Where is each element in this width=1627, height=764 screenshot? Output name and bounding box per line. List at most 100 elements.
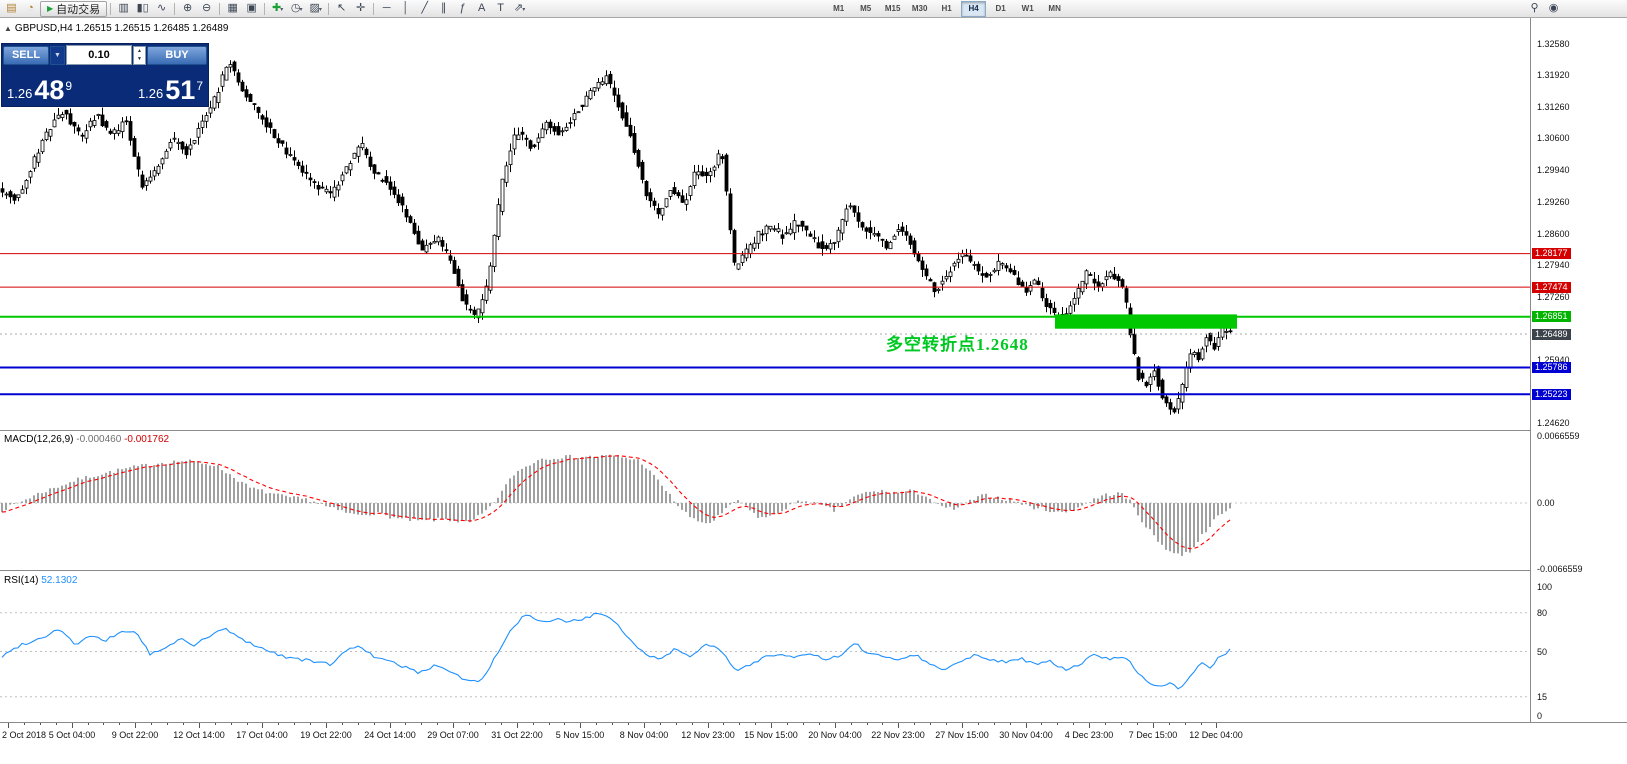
timeframe-h4[interactable]: H4 — [961, 0, 987, 17]
chevron-down-icon: ▼ — [54, 51, 61, 59]
time-minor-tick — [1105, 723, 1106, 725]
order-controls: SELL ▼ ▲ ▼ BUY — [2, 44, 208, 66]
autotrading-button[interactable]: ▶ 自动交易 — [40, 0, 108, 17]
time-minor-tick — [167, 723, 168, 725]
time-major-tick — [390, 723, 391, 728]
time-minor-tick — [310, 723, 311, 725]
periods-icon[interactable]: ◷▾ — [290, 2, 303, 14]
time-minor-tick — [151, 723, 152, 725]
zoom-out-icon[interactable]: ⊖ — [202, 2, 212, 14]
timeframe-m5[interactable]: M5 — [860, 3, 872, 13]
new-order-icon[interactable]: ▤ — [6, 2, 17, 14]
price-tick-label: 1.31260 — [1537, 102, 1570, 112]
price-chart[interactable] — [0, 18, 1530, 430]
price-level-tag: 1.26851 — [1532, 311, 1571, 322]
timeframe-w1[interactable]: W1 — [1021, 3, 1034, 13]
profiles-icon[interactable]: ◔ — [27, 2, 34, 14]
panel-divider[interactable] — [0, 570, 1627, 571]
rsi-title: RSI(14) — [4, 575, 39, 586]
time-major-tick — [835, 723, 836, 728]
macd-axis-label: 0.0066559 — [1537, 431, 1580, 441]
price-tick-label: 1.25940 — [1537, 355, 1570, 365]
tile-windows-icon[interactable]: ▦ — [227, 2, 238, 14]
templates-icon[interactable]: ▨▾ — [309, 2, 322, 14]
rsi-axis-label: 80 — [1537, 608, 1548, 618]
macd-axis-label: 0.00 — [1537, 498, 1555, 508]
candlestick-chart-icon[interactable]: ▮▯ — [136, 2, 149, 14]
equidistant-channel-icon[interactable]: ∥ — [440, 2, 447, 14]
time-minor-tick — [755, 723, 756, 725]
crosshair-icon[interactable]: ✛ — [356, 2, 366, 14]
trendline-icon[interactable]: ╱ — [421, 2, 428, 14]
price-level-tag: 1.25786 — [1532, 362, 1571, 373]
toolbar: ▤ ◔ ▶ 自动交易 ▥ ▮▯ ∿ ⊕ ⊖ ▦ ▣ ✚▾ ◷▾ ▨▾ ↖ ✛ ─ │ ╱ ∥ ƒ A T ⇗▾ M1 M5 M15 M… — [0, 0, 1627, 18]
text-icon[interactable]: A — [477, 2, 486, 14]
zoom-in-icon[interactable]: ⊕ — [183, 2, 193, 14]
search-icon[interactable]: ⚲ — [1530, 2, 1539, 14]
chart-annotation-text[interactable]: 多空转折点1.2648 — [886, 335, 1029, 354]
macd-signal-line — [1, 455, 1231, 550]
chart-window[interactable]: 1.32580 1.31920 1.31260 1.30600 1.29940 1.292… — [0, 18, 1627, 764]
time-tick-label: 20 Nov 04:00 — [808, 730, 862, 740]
macd-indicator-label: MACD(12,26,9) -0.000460 -0.001762 — [4, 434, 169, 445]
time-minor-tick — [485, 723, 486, 725]
order-type-dropdown[interactable]: ▼ — [50, 45, 65, 65]
bar-chart-icon[interactable]: ▥ — [118, 2, 129, 14]
volume-increase-button[interactable]: ▲ — [137, 47, 142, 54]
text-label-icon[interactable]: T — [497, 2, 505, 14]
timeframe-h1[interactable]: H1 — [941, 3, 952, 13]
volume-input[interactable] — [66, 45, 132, 65]
price-level-tag: 1.27474 — [1532, 282, 1571, 293]
volume-decrease-button[interactable]: ▼ — [137, 56, 142, 62]
time-major-tick — [771, 723, 772, 728]
timeframe-d1[interactable]: D1 — [995, 3, 1006, 13]
timeframe-m30[interactable]: M30 — [911, 3, 928, 13]
time-minor-tick — [739, 723, 740, 725]
fibonacci-icon[interactable]: ƒ — [459, 2, 466, 14]
support-zone-rectangle[interactable] — [1055, 314, 1237, 329]
time-minor-tick — [564, 723, 565, 725]
indicators-icon[interactable]: ✚▾ — [272, 2, 284, 14]
time-minor-tick — [40, 723, 41, 725]
time-minor-tick — [612, 723, 613, 725]
horizontal-lines[interactable] — [0, 253, 1530, 396]
horizontal-line-icon[interactable]: ─ — [382, 2, 391, 14]
cursor-icon[interactable]: ↖ — [337, 2, 347, 14]
volume-stepper: ▲ ▼ — [133, 45, 146, 65]
time-major-tick — [517, 723, 518, 728]
price-level-tag: 1.28177 — [1532, 248, 1571, 259]
time-axis[interactable]: 2 Oct 2018 5 Oct 04:00 9 Oct 22:00 12 Oct 1… — [0, 723, 1627, 764]
buy-button[interactable]: BUY — [147, 45, 207, 65]
panel-divider[interactable] — [0, 430, 1627, 431]
time-minor-tick — [978, 723, 979, 725]
cascade-windows-icon[interactable]: ▣ — [246, 2, 257, 14]
time-minor-tick — [1010, 723, 1011, 725]
time-minor-tick — [851, 723, 852, 725]
line-chart-icon[interactable]: ∿ — [157, 2, 167, 14]
time-minor-tick — [405, 723, 406, 725]
time-minor-tick — [1185, 723, 1186, 725]
alerts-icon[interactable]: ◉ — [1548, 2, 1559, 14]
time-minor-tick — [533, 723, 534, 725]
arrows-icon[interactable]: ⇗▾ — [514, 2, 526, 14]
time-minor-tick — [1073, 723, 1074, 725]
timeframe-m1[interactable]: M1 — [833, 3, 845, 13]
toolbar-separator — [110, 2, 112, 15]
time-major-tick — [962, 723, 963, 728]
chart-marker-icon: ▲ — [4, 24, 12, 33]
time-minor-tick — [294, 723, 295, 725]
sell-button[interactable]: SELL — [3, 45, 49, 65]
price-axis[interactable]: 1.32580 1.31920 1.31260 1.30600 1.29940 1.292… — [1530, 18, 1627, 722]
time-tick-label: 8 Nov 04:00 — [619, 730, 669, 740]
time-minor-tick — [342, 723, 343, 725]
rsi-panel[interactable] — [0, 571, 1530, 722]
price-tick-label: 1.30600 — [1537, 133, 1570, 143]
rsi-axis-label: 0 — [1537, 711, 1543, 721]
timeframe-mn[interactable]: MN — [1048, 3, 1061, 13]
timeframe-m15[interactable]: M15 — [884, 3, 901, 13]
vertical-line-icon[interactable]: │ — [402, 2, 410, 14]
macd-panel[interactable] — [0, 431, 1530, 570]
panel-divider[interactable] — [0, 722, 1627, 723]
time-minor-tick — [549, 723, 550, 725]
